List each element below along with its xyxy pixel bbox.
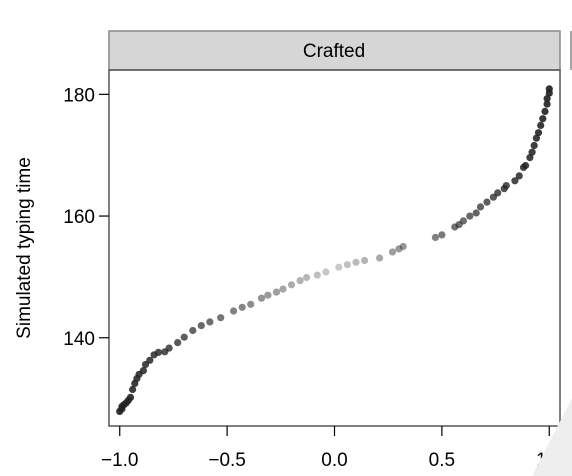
data-point — [543, 100, 551, 108]
y-axis: 140 160 180 — [63, 85, 109, 350]
data-point — [180, 333, 188, 341]
panel-frame — [108, 69, 561, 427]
data-point — [154, 348, 162, 356]
data-point — [515, 172, 523, 180]
data-point — [126, 393, 135, 401]
data-point — [313, 271, 321, 279]
y-tick-label: 180 — [63, 85, 95, 106]
data-point — [238, 303, 246, 311]
data-point — [539, 115, 547, 123]
data-point — [537, 121, 545, 129]
data-point — [206, 318, 214, 326]
data-point — [530, 141, 538, 150]
data-point — [431, 233, 439, 241]
data-point — [502, 182, 510, 190]
data-point — [399, 242, 407, 251]
data-point — [459, 217, 467, 225]
data-point — [279, 285, 287, 293]
page-corner-shadow — [532, 398, 572, 476]
data-point — [543, 95, 551, 103]
data-point — [257, 294, 266, 302]
strip-header — [108, 30, 561, 71]
data-point — [438, 231, 446, 239]
data-point — [522, 161, 530, 170]
y-axis-title: Simulated typing time — [14, 157, 35, 339]
data-point — [476, 203, 485, 211]
data-points — [116, 85, 553, 415]
x-tick-label: −1.0 — [101, 450, 139, 471]
data-point — [361, 256, 369, 265]
data-point — [247, 300, 255, 308]
data-point — [264, 291, 272, 299]
x-tick-label: 0.0 — [321, 450, 347, 471]
data-point — [511, 177, 519, 185]
x-tick-label: 0.5 — [429, 450, 455, 471]
data-point — [230, 307, 238, 315]
data-point — [272, 288, 281, 296]
data-point — [376, 254, 384, 262]
data-point — [335, 263, 343, 271]
data-point — [534, 129, 543, 137]
x-tick-label: −0.5 — [208, 450, 246, 471]
data-point — [526, 154, 534, 162]
data-point — [528, 148, 536, 156]
data-point — [303, 273, 311, 282]
data-point — [287, 281, 296, 289]
data-point — [322, 268, 330, 276]
data-point — [541, 107, 549, 115]
strip-title: Crafted — [303, 41, 365, 62]
y-tick-label: 140 — [63, 329, 95, 350]
y-tick-label: 160 — [63, 207, 95, 228]
data-point — [545, 85, 553, 93]
data-point — [174, 339, 182, 347]
data-point — [129, 385, 137, 394]
data-point — [189, 326, 197, 335]
data-point — [532, 134, 541, 142]
data-point — [197, 322, 205, 330]
data-point — [217, 314, 225, 322]
data-point — [466, 212, 474, 220]
data-point — [146, 356, 154, 364]
data-point — [296, 277, 304, 285]
data-point — [472, 209, 480, 217]
data-point — [139, 367, 147, 375]
data-point — [352, 258, 360, 266]
data-point — [494, 189, 502, 197]
data-point — [165, 344, 173, 352]
x-axis: −1.0−0.50.00.51.0 — [101, 426, 562, 471]
data-point — [388, 248, 397, 256]
data-point — [395, 245, 403, 253]
data-point — [483, 198, 491, 206]
data-point — [343, 261, 351, 269]
